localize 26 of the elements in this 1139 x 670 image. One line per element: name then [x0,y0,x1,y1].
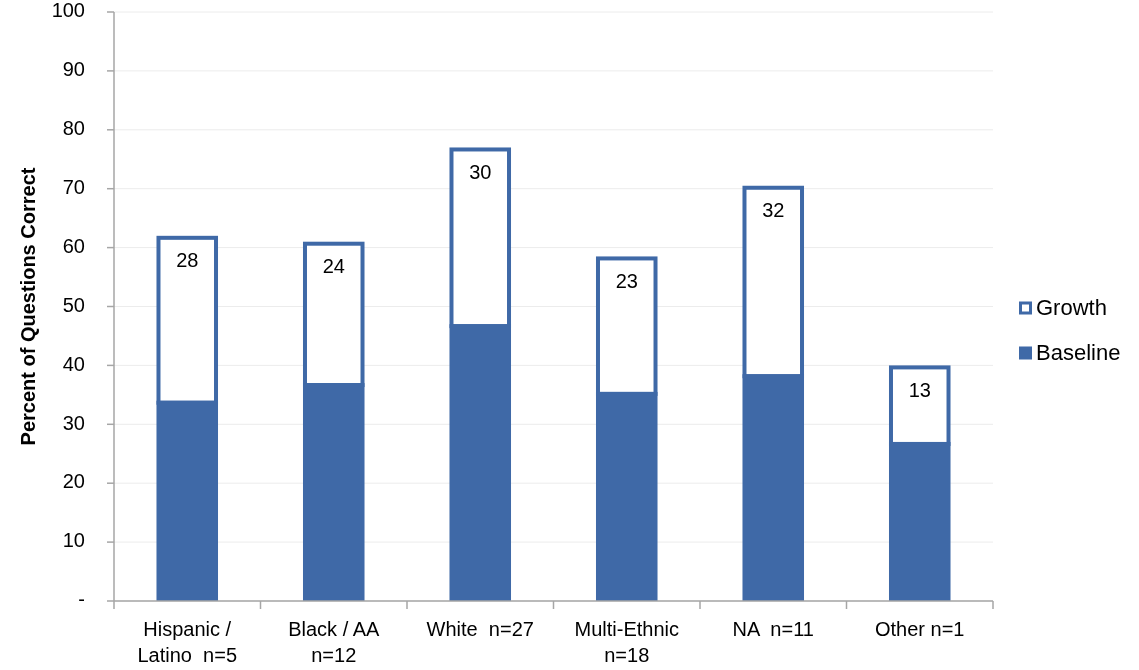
data-label: 32 [762,199,785,222]
data-label: 28 [176,249,199,272]
data-label: 30 [469,160,492,183]
x-tick-label: Hispanic / Latino n=5 [137,618,238,667]
y-tick-label: 70 [62,175,85,198]
y-tick-label: 90 [62,58,85,81]
y-tick-label: 20 [62,470,85,493]
x-tick-label: Black / AA n=12 [288,618,380,667]
x-tick-label: White n=27 [426,618,534,641]
y-tick-label: 30 [62,411,85,434]
y-tick-label: - [78,588,85,611]
legend-label: Baseline [1036,340,1121,366]
y-tick-label: 100 [51,0,85,22]
data-label: 13 [908,378,931,401]
y-axis-title: Percent of Questions Correct [17,167,40,446]
y-tick-label: 10 [62,529,85,552]
y-tick-label: 40 [62,352,85,375]
y-tick-label: 50 [62,293,85,316]
data-label: 23 [615,269,638,292]
x-tick-label: NA n=11 [732,618,814,641]
x-tick-label: Multi-Ethnic n=18 [574,618,679,667]
y-tick-label: 60 [62,234,85,257]
x-tick-label: Other n=1 [874,618,965,641]
legend-label: Growth [1036,295,1107,321]
data-label: 24 [322,254,345,277]
y-tick-label: 80 [62,117,85,140]
